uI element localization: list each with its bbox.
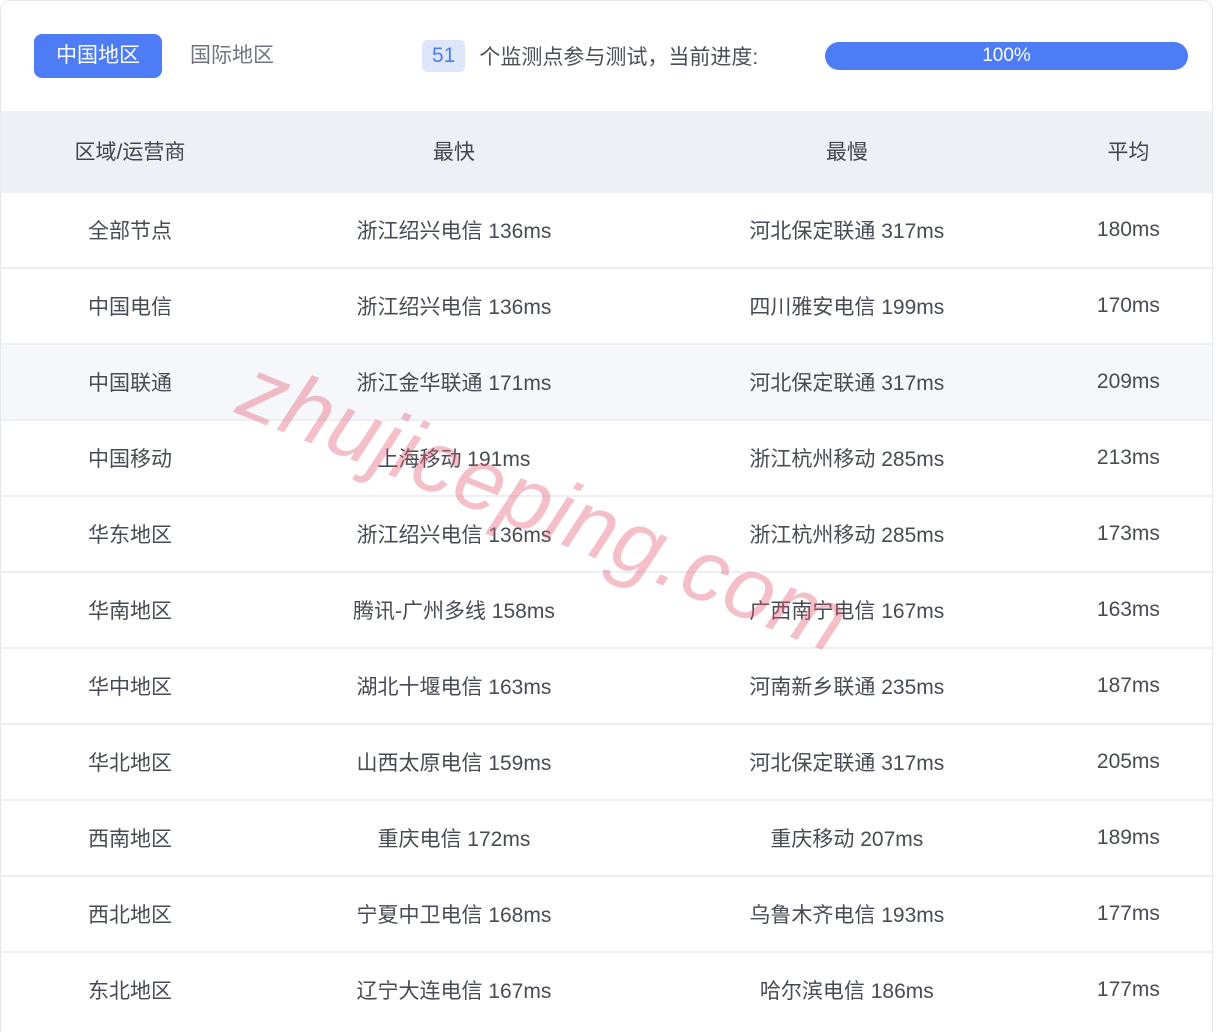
cell-fastest: 腾讯-广州多线 158ms <box>352 600 555 623</box>
cell-slowest: 四川雅安电信 199ms <box>749 296 945 319</box>
cell-fastest: 宁夏中卫电信 168ms <box>356 904 552 927</box>
table-row: 东北地区 辽宁大连电信 167ms 哈尔滨电信 186ms 177ms <box>1 951 1212 1027</box>
table-row: 西南地区 重庆电信 172ms 重庆移动 207ms 189ms <box>1 799 1212 875</box>
cell-average: 209ms <box>1096 370 1160 393</box>
header-average: 平均 <box>1107 141 1150 164</box>
cell-fastest: 湖北十堰电信 163ms <box>356 676 552 699</box>
progress-bar: 100% <box>825 42 1188 70</box>
cell-region: 华东地区 <box>87 524 172 547</box>
cell-average: 180ms <box>1096 218 1160 241</box>
cell-slowest: 河北保定联通 317ms <box>749 220 945 243</box>
cell-region: 中国移动 <box>87 448 172 471</box>
cell-fastest: 浙江绍兴电信 136ms <box>356 296 552 319</box>
cell-slowest: 河北保定联通 317ms <box>749 752 945 775</box>
cell-average: 189ms <box>1096 826 1160 849</box>
table-row: 华中地区 湖北十堰电信 163ms 河南新乡联通 235ms 187ms <box>1 647 1212 723</box>
cell-slowest: 河南新乡联通 235ms <box>749 676 945 699</box>
cell-fastest: 浙江绍兴电信 136ms <box>356 524 552 547</box>
cell-average: 177ms <box>1096 978 1160 1001</box>
cell-average: 163ms <box>1096 598 1160 621</box>
cell-average: 205ms <box>1096 750 1160 773</box>
latency-table: 区域/运营商 最快 最慢 平均 全部节点 浙江绍兴电信 136ms 河北保定联通… <box>1 111 1212 1027</box>
cell-region: 西南地区 <box>87 828 172 851</box>
cell-average: 173ms <box>1096 522 1160 545</box>
topbar: 中国地区 国际地区 51 个监测点参与测试，当前进度: 100% <box>1 1 1212 111</box>
cell-slowest: 乌鲁木齐电信 193ms <box>749 904 945 927</box>
cell-fastest: 上海移动 191ms <box>377 448 531 471</box>
monitor-count-badge: 51 <box>422 40 466 72</box>
cell-region: 全部节点 <box>87 220 172 243</box>
progress-value: 100% <box>982 45 1031 66</box>
table-row: 华东地区 浙江绍兴电信 136ms 浙江杭州移动 285ms 173ms <box>1 495 1212 571</box>
cell-slowest: 河北保定联通 317ms <box>749 372 945 395</box>
table-row: 华南地区 腾讯-广州多线 158ms 广西南宁电信 167ms 163ms <box>1 571 1212 647</box>
table-header-row: 区域/运营商 最快 最慢 平均 <box>1 111 1212 191</box>
cell-region: 中国联通 <box>87 372 172 395</box>
tab-international-region[interactable]: 国际地区 <box>168 34 296 77</box>
cell-fastest: 浙江金华联通 171ms <box>356 372 552 395</box>
cell-average: 170ms <box>1096 294 1160 317</box>
cell-slowest: 重庆移动 207ms <box>770 828 924 851</box>
cell-fastest: 辽宁大连电信 167ms <box>356 980 552 1003</box>
table-body: 全部节点 浙江绍兴电信 136ms 河北保定联通 317ms 180ms 中国电… <box>1 191 1212 1027</box>
tab-china-region[interactable]: 中国地区 <box>34 34 162 78</box>
table-row: 中国联通 浙江金华联通 171ms 河北保定联通 317ms 209ms <box>1 343 1212 419</box>
cell-region: 华南地区 <box>87 600 172 623</box>
table-row: 中国移动 上海移动 191ms 浙江杭州移动 285ms 213ms <box>1 419 1212 495</box>
cell-average: 213ms <box>1096 446 1160 469</box>
cell-region: 华中地区 <box>87 676 172 699</box>
header-slowest: 最慢 <box>825 141 868 164</box>
cell-slowest: 哈尔滨电信 186ms <box>759 980 934 1003</box>
monitor-status: 51 个监测点参与测试，当前进度: <box>422 40 758 72</box>
cell-region: 华北地区 <box>87 752 172 775</box>
header-fastest: 最快 <box>432 141 475 164</box>
cell-average: 187ms <box>1096 674 1160 697</box>
cell-region: 西北地区 <box>87 904 172 927</box>
cell-slowest: 浙江杭州移动 285ms <box>749 448 945 471</box>
cell-fastest: 浙江绍兴电信 136ms <box>356 220 552 243</box>
cell-fastest: 重庆电信 172ms <box>377 828 531 851</box>
cell-region: 东北地区 <box>87 980 172 1003</box>
header-region: 区域/运营商 <box>74 141 186 164</box>
cell-slowest: 广西南宁电信 167ms <box>749 600 945 623</box>
cell-fastest: 山西太原电信 159ms <box>356 752 552 775</box>
table-row: 华北地区 山西太原电信 159ms 河北保定联通 317ms 205ms <box>1 723 1212 799</box>
cell-region: 中国电信 <box>87 296 172 319</box>
table-row: 西北地区 宁夏中卫电信 168ms 乌鲁木齐电信 193ms 177ms <box>1 875 1212 951</box>
monitor-status-label: 个监测点参与测试，当前进度: <box>479 46 759 69</box>
table-row: 全部节点 浙江绍兴电信 136ms 河北保定联通 317ms 180ms <box>1 191 1212 267</box>
cell-slowest: 浙江杭州移动 285ms <box>749 524 945 547</box>
cell-average: 177ms <box>1096 902 1160 925</box>
table-row: 中国电信 浙江绍兴电信 136ms 四川雅安电信 199ms 170ms <box>1 267 1212 343</box>
